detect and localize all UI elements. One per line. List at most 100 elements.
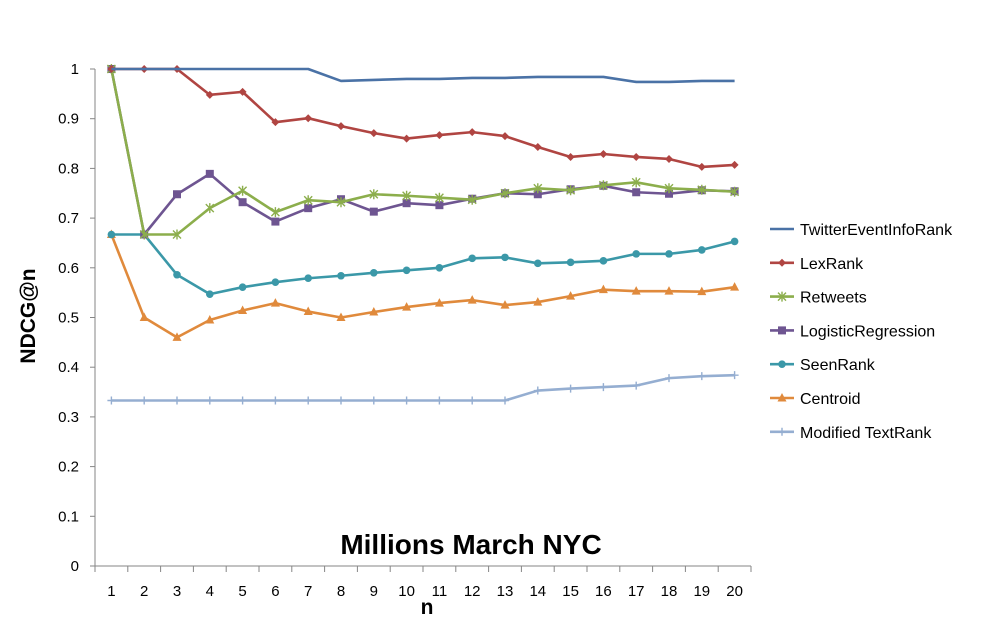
data-point <box>566 258 575 267</box>
data-point <box>664 286 674 295</box>
data-point <box>777 291 787 302</box>
y-tick-label: 0.8 <box>58 160 79 177</box>
data-point <box>632 381 641 390</box>
data-point <box>566 384 575 393</box>
data-point <box>778 360 786 369</box>
legend-label: Centroid <box>800 391 860 408</box>
data-point <box>501 253 509 262</box>
data-point <box>435 201 444 210</box>
y-tick-label: 0.6 <box>58 260 79 277</box>
data-point <box>173 270 181 279</box>
data-point <box>337 271 345 280</box>
series-line <box>111 67 735 84</box>
series-centroid <box>106 229 740 341</box>
x-tick-label: 7 <box>304 583 312 600</box>
y-tick-label: 0.3 <box>58 409 79 426</box>
data-point <box>369 207 378 216</box>
chart-title: Millions March NYC <box>340 529 601 560</box>
legend-item: Centroid <box>770 391 860 408</box>
data-point <box>205 169 214 178</box>
data-point <box>402 190 412 201</box>
y-tick-label: 0.2 <box>58 459 79 476</box>
series-line <box>111 233 735 296</box>
data-point <box>632 250 640 258</box>
legend-label: SeenRank <box>800 357 876 374</box>
data-point <box>501 396 509 405</box>
series-seenrank <box>107 230 739 298</box>
x-tick-label: 20 <box>726 583 743 600</box>
data-point <box>238 198 247 207</box>
legend-label: LexRank <box>800 256 864 273</box>
data-point <box>337 122 345 131</box>
data-point <box>598 180 608 191</box>
series-line <box>111 373 735 402</box>
data-point <box>336 197 346 208</box>
legend-item: SeenRank <box>770 357 876 374</box>
series-lexrank <box>107 65 739 171</box>
data-point <box>303 195 313 206</box>
x-tick-label: 17 <box>628 583 645 600</box>
data-point <box>337 396 345 405</box>
x-tick-label: 19 <box>693 583 710 600</box>
series-layer <box>106 64 740 405</box>
x-tick-label: 9 <box>370 583 378 600</box>
data-point <box>369 307 379 316</box>
data-point <box>435 264 444 272</box>
data-point <box>566 152 575 161</box>
data-point <box>369 129 378 138</box>
data-point <box>172 229 182 240</box>
data-point <box>139 312 149 321</box>
data-point <box>238 396 247 405</box>
data-point <box>778 427 786 436</box>
data-point <box>303 306 313 316</box>
data-point <box>107 230 116 239</box>
x-tick-label: 12 <box>464 583 481 600</box>
data-point <box>598 284 608 294</box>
legend-item: Retweets <box>770 290 867 307</box>
data-point <box>205 203 215 214</box>
data-point <box>632 188 641 197</box>
data-point <box>533 297 543 306</box>
data-point <box>434 192 444 203</box>
data-point <box>369 189 379 200</box>
data-point <box>664 183 674 194</box>
data-point <box>665 154 673 163</box>
series-logisticregression <box>107 65 739 239</box>
data-point <box>271 396 280 405</box>
data-point <box>402 199 411 208</box>
legend-label: TwitterEventInfoRank <box>800 222 953 239</box>
data-point <box>205 314 215 324</box>
y-tick-label: 0.5 <box>58 310 79 327</box>
data-point <box>534 259 542 268</box>
y-tick-label: 1 <box>71 61 79 78</box>
data-point <box>599 149 608 158</box>
x-tick-label: 4 <box>206 583 214 600</box>
y-tick-label: 0.9 <box>58 111 79 128</box>
legend-item: LexRank <box>770 256 864 273</box>
data-point <box>501 132 509 141</box>
data-point <box>468 396 477 405</box>
x-axis-title: n <box>421 596 434 619</box>
x-tick-label: 11 <box>432 583 448 600</box>
data-point <box>270 298 280 307</box>
data-point <box>172 332 182 341</box>
data-point <box>533 190 542 199</box>
x-tick-label: 15 <box>562 583 579 600</box>
data-point <box>665 189 673 198</box>
data-point <box>107 396 116 405</box>
data-point <box>566 291 576 300</box>
data-point <box>697 372 706 381</box>
x-tick-label: 1 <box>107 583 115 600</box>
data-point <box>173 396 181 405</box>
data-point <box>304 204 313 213</box>
series-line <box>111 67 735 169</box>
data-point <box>238 305 248 315</box>
data-point <box>468 254 477 263</box>
x-tick-label: 5 <box>238 583 246 600</box>
x-tick-label: 10 <box>398 583 415 600</box>
x-tick-label: 18 <box>661 583 678 600</box>
x-tick-label: 14 <box>529 583 546 600</box>
x-tick-label: 2 <box>140 583 148 600</box>
data-point <box>271 278 280 287</box>
